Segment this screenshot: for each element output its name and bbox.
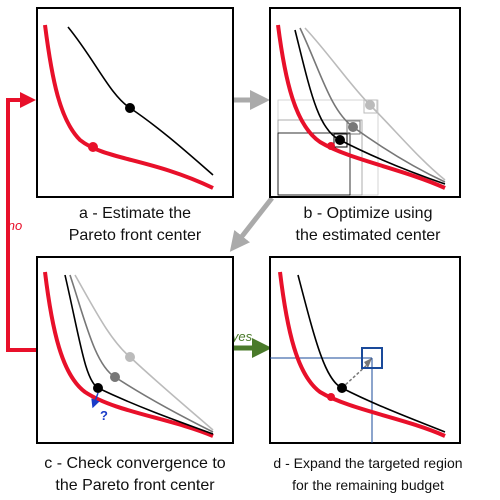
caption: c - Check convergence to <box>44 455 226 472</box>
panel-a <box>36 7 234 198</box>
no-label: no <box>8 218 22 233</box>
panel-c: ? <box>36 256 234 444</box>
panel-b <box>269 7 461 198</box>
distance-arrow <box>91 392 100 409</box>
caption: Pareto front center <box>69 227 202 244</box>
yes-label: yes <box>231 329 253 344</box>
question-mark: ? <box>100 408 108 423</box>
caption: a - Estimate the <box>79 205 191 222</box>
caption: for the remaining budget <box>292 477 444 493</box>
caption: the Pareto front center <box>55 477 215 494</box>
caption: d - Expand the targeted region <box>273 455 462 471</box>
loop-arrow <box>6 92 37 352</box>
caption: the estimated center <box>296 227 442 244</box>
panel-d <box>269 256 461 444</box>
arrow <box>229 196 274 252</box>
caption: b - Optimize using <box>304 205 433 222</box>
